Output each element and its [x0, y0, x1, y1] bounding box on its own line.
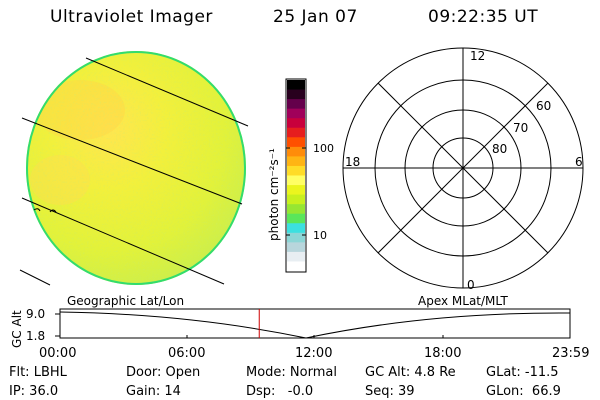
- dsp-info: Dsp: -0.0: [246, 384, 314, 399]
- timeline-ytick-low: 1.8: [26, 329, 45, 343]
- timeline-xtick: 00:00: [39, 346, 76, 361]
- colorbar-segment: [287, 80, 305, 91]
- colorbar-segment: [287, 156, 305, 167]
- mode-info: Mode: Normal: [246, 365, 337, 380]
- polar-plot: [342, 47, 584, 289]
- timeline-xtick: 23:59: [552, 346, 589, 361]
- colorbar-segment: [287, 185, 305, 196]
- colorbar-segment: [287, 251, 305, 262]
- colorbar-segment: [287, 165, 305, 176]
- colorbar-tick-100: 100: [313, 142, 334, 155]
- colorbar-segment: [287, 204, 305, 215]
- timeline-right-label: Apex MLat/MLT: [418, 294, 508, 308]
- date-label: 25 Jan 07: [273, 7, 358, 27]
- timeline-left-label: Geographic Lat/Lon: [67, 294, 184, 308]
- timeline-ylabel: GC Alt: [10, 310, 24, 348]
- polar-label-mlt-18: 18: [345, 155, 360, 169]
- polar-label-mlt-0: 0: [467, 278, 475, 292]
- colorbar-segment: [287, 261, 305, 272]
- filter-info: Flt: LBHL: [9, 365, 67, 380]
- door-info: Door: Open: [126, 365, 201, 380]
- colorbar-segment: [287, 118, 305, 129]
- polar-label-mlt-12: 12: [470, 49, 485, 63]
- colorbar-tick-10: 10: [313, 229, 327, 242]
- glat-info: GLat: -11.5: [486, 365, 559, 380]
- colorbar-segment: [287, 89, 305, 100]
- timeline-xtick: 06:00: [168, 346, 205, 361]
- polar-label-lat-60: 60: [536, 99, 551, 113]
- colorbar-segment: [287, 137, 305, 148]
- uv-image: [19, 51, 249, 286]
- colorbar-segment: [287, 108, 305, 119]
- polar-label-mlt-6: 6: [575, 155, 583, 169]
- ip-info: IP: 36.0: [9, 384, 59, 399]
- timeline-xtick: 12:00: [295, 346, 332, 361]
- colorbar-segment: [287, 223, 305, 234]
- gc-alt-info: GC Alt: 4.8 Re: [365, 365, 456, 380]
- colorbar-segment: [287, 127, 305, 138]
- colorbar-segment: [287, 194, 305, 205]
- polar-label-lat-80: 80: [492, 142, 507, 156]
- colorbar-segment: [287, 146, 305, 157]
- colorbar-segment: [287, 99, 305, 110]
- polar-label-lat-70: 70: [513, 121, 528, 135]
- time-label: 09:22:35 UT: [428, 7, 539, 27]
- app-title: Ultraviolet Imager: [50, 7, 213, 27]
- colorbar-segment: [287, 242, 305, 253]
- colorbar-label: photon cm⁻²s⁻¹: [267, 148, 281, 241]
- colorbar: [285, 78, 307, 273]
- seq-info: Seq: 39: [365, 384, 415, 399]
- colorbar-segment: [287, 175, 305, 186]
- gain-info: Gain: 14: [126, 384, 181, 399]
- colorbar-segment: [287, 232, 305, 243]
- glon-info: GLon: 66.9: [486, 384, 561, 399]
- timeline-xtick: 18:00: [424, 346, 461, 361]
- colorbar-segment: [287, 213, 305, 224]
- timeline-ytick-high: 9.0: [26, 307, 45, 321]
- timeline-panel: [55, 308, 571, 339]
